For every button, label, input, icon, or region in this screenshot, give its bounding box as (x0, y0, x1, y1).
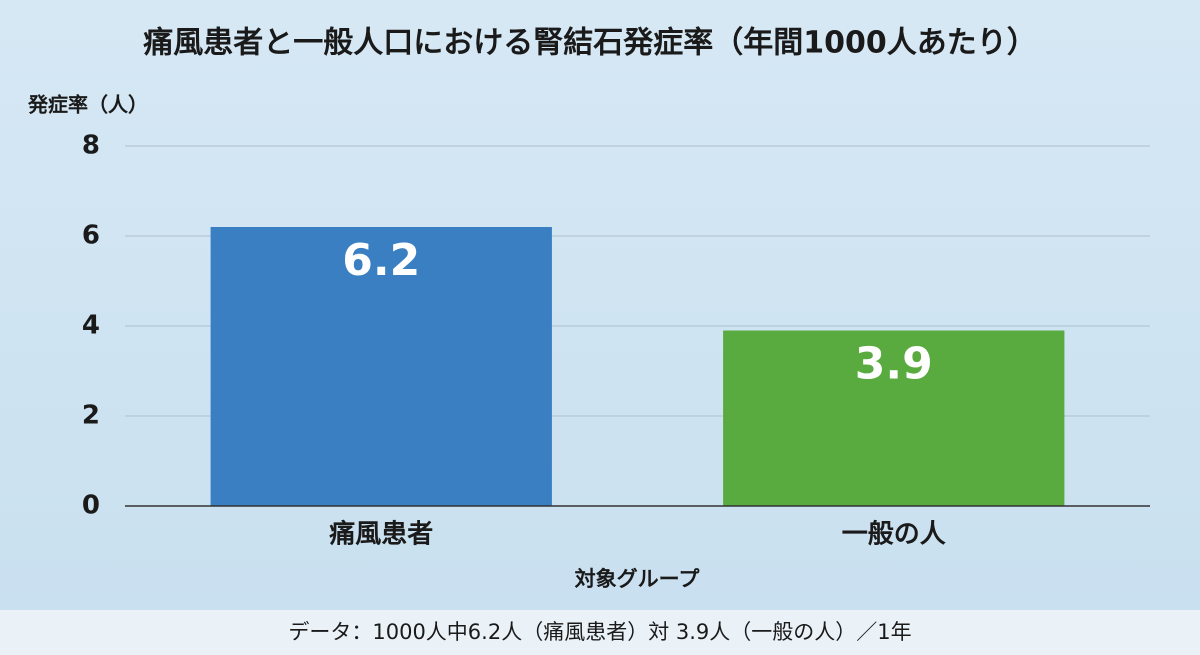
y-tick-label: 0 (82, 491, 100, 521)
x-tick-label: 痛風患者 (329, 519, 433, 550)
chart-title: 痛風患者と一般人口における腎結石発症率（年間1000人あたり） (143, 26, 1037, 61)
footnote: データ：1000人中6.2人（痛風患者）対 3.9人（一般の人）／1年 (288, 620, 911, 644)
y-axis-label: 発症率（人） (27, 93, 148, 117)
bar (210, 227, 552, 506)
footer-band (0, 610, 1200, 655)
x-tick-label: 一般の人 (842, 520, 946, 550)
y-tick-label: 8 (82, 131, 100, 161)
value-label: 3.9 (855, 339, 933, 390)
y-tick-label: 2 (82, 401, 100, 431)
background (0, 0, 1200, 610)
x-axis-label: 対象グループ (575, 567, 701, 591)
value-label: 6.2 (342, 235, 420, 286)
bar (723, 330, 1065, 506)
y-tick-label: 4 (82, 311, 100, 341)
y-tick-label: 6 (82, 221, 100, 251)
